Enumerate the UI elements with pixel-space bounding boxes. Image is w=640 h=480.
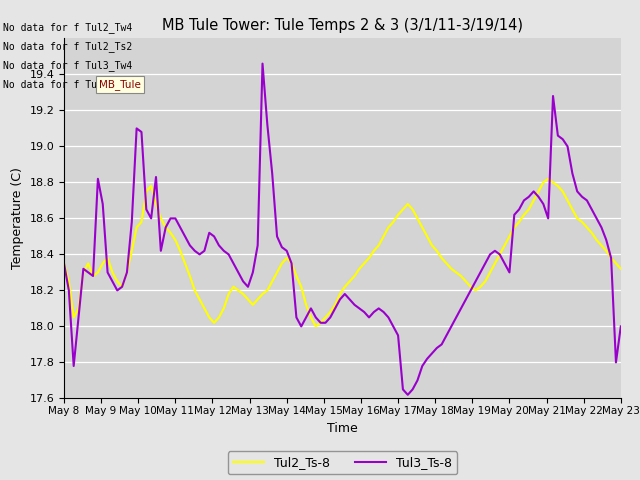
- Text: MB_Tule: MB_Tule: [99, 79, 141, 90]
- Tul3_Ts-8: [404, 392, 412, 398]
- Tul3_Ts-8: [520, 198, 528, 204]
- X-axis label: Time: Time: [327, 421, 358, 434]
- Tul3_Ts-8: [534, 194, 542, 200]
- Tul2_Ts-8: [312, 324, 319, 329]
- Line: Tul2_Ts-8: Tul2_Ts-8: [64, 179, 621, 326]
- Tul3_Ts-8: [409, 386, 417, 392]
- Tul2_Ts-8: [583, 225, 591, 230]
- Tul3_Ts-8: [443, 333, 451, 338]
- Text: No data for f Tul2_Tw4: No data for f Tul2_Tw4: [3, 22, 132, 33]
- Tul2_Ts-8: [617, 266, 625, 272]
- Tul2_Ts-8: [530, 198, 538, 204]
- Tul2_Ts-8: [249, 302, 257, 308]
- Line: Tul3_Ts-8: Tul3_Ts-8: [64, 64, 621, 395]
- Tul2_Ts-8: [438, 255, 445, 261]
- Tul3_Ts-8: [617, 324, 625, 329]
- Tul2_Ts-8: [515, 219, 523, 225]
- Text: No data for f Tul3_Tw4: No data for f Tul3_Tw4: [3, 60, 132, 71]
- Tul2_Ts-8: [404, 201, 412, 207]
- Text: No data for f Tul3_Ts2: No data for f Tul3_Ts2: [3, 79, 132, 90]
- Tul3_Ts-8: [583, 198, 591, 204]
- Tul2_Ts-8: [545, 176, 552, 182]
- Legend: Tul2_Ts-8, Tul3_Ts-8: Tul2_Ts-8, Tul3_Ts-8: [228, 452, 457, 474]
- Title: MB Tule Tower: Tule Temps 2 & 3 (3/1/11-3/19/14): MB Tule Tower: Tule Temps 2 & 3 (3/1/11-…: [162, 18, 523, 33]
- Tul3_Ts-8: [259, 61, 266, 67]
- Tul3_Ts-8: [60, 261, 68, 266]
- Y-axis label: Temperature (C): Temperature (C): [11, 168, 24, 269]
- Text: No data for f Tul2_Ts2: No data for f Tul2_Ts2: [3, 41, 132, 52]
- Tul3_Ts-8: [249, 270, 257, 276]
- Tul2_Ts-8: [60, 261, 68, 266]
